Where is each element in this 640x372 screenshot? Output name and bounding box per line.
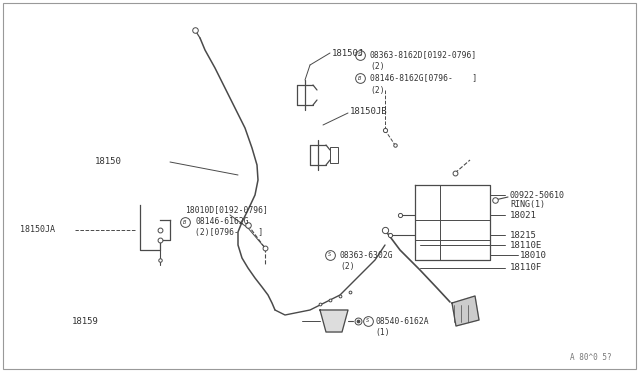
Bar [330, 147, 338, 163]
Text: 08363-6302G: 08363-6302G [340, 250, 394, 260]
Text: S: S [366, 318, 370, 324]
Text: 18159: 18159 [72, 317, 99, 326]
Text: 00922-50610: 00922-50610 [510, 190, 565, 199]
Text: (2): (2) [370, 62, 385, 71]
Text: 08363-8162D[0192-0796]: 08363-8162D[0192-0796] [370, 51, 477, 60]
Text: 18150J: 18150J [332, 48, 364, 58]
Text: 08146-8162G[0796-    ]: 08146-8162G[0796- ] [370, 74, 477, 83]
Text: 18110F: 18110F [510, 263, 542, 273]
Text: (2): (2) [370, 86, 385, 94]
Text: (2): (2) [340, 263, 355, 272]
Text: 18150JB: 18150JB [350, 106, 388, 115]
Text: (2)[0796-    ]: (2)[0796- ] [195, 228, 263, 237]
Text: 08540-6162A: 08540-6162A [375, 317, 429, 326]
Text: 18215: 18215 [510, 231, 537, 240]
Text: B: B [184, 219, 187, 224]
Text: 18010: 18010 [520, 250, 547, 260]
Text: 18021: 18021 [510, 211, 537, 219]
Polygon shape [452, 296, 479, 326]
Text: A 80^0 5?: A 80^0 5? [570, 353, 612, 362]
Text: S: S [328, 253, 332, 257]
Text: 08146-6162G: 08146-6162G [195, 218, 248, 227]
Text: 18010D[0192-0796]: 18010D[0192-0796] [185, 205, 268, 215]
Text: 18150: 18150 [95, 157, 122, 167]
Text: (1): (1) [375, 328, 390, 337]
Text: B: B [358, 76, 362, 80]
Text: RING(1): RING(1) [510, 201, 545, 209]
Text: 18150JA: 18150JA [20, 225, 55, 234]
Polygon shape [320, 310, 348, 332]
Text: S: S [358, 52, 362, 58]
Text: 18110E: 18110E [510, 241, 542, 250]
